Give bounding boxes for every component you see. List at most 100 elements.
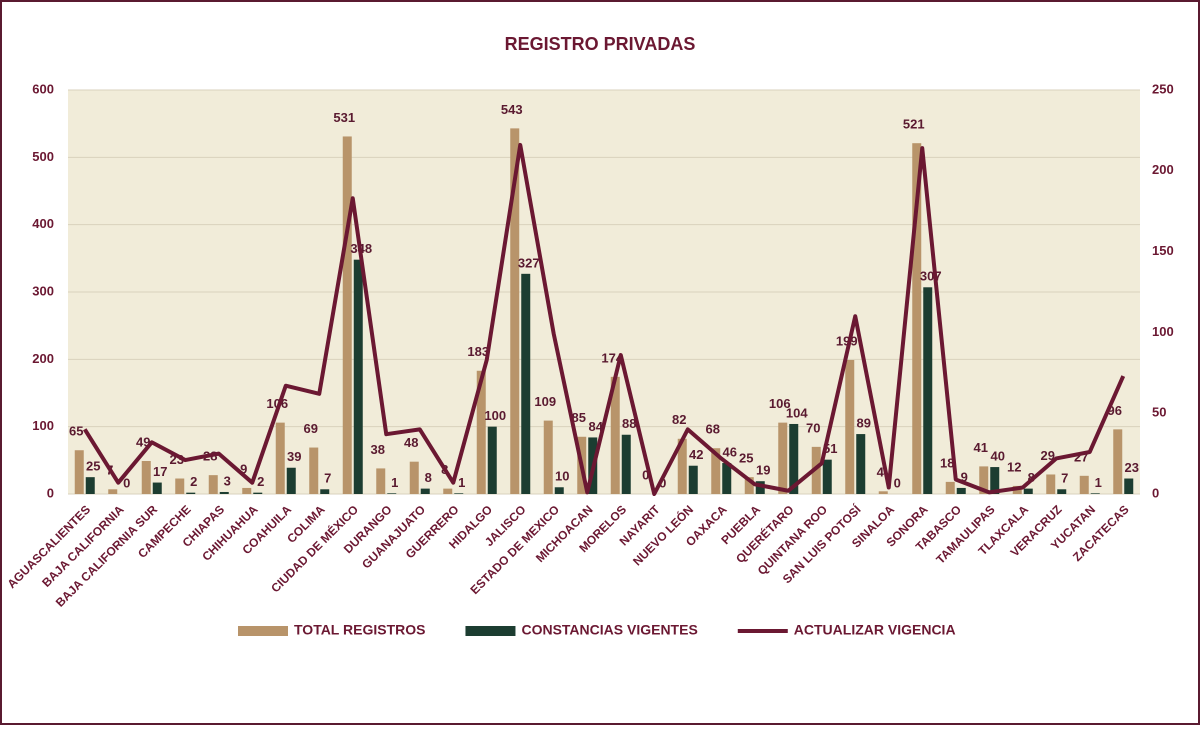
bar [856, 434, 866, 494]
bar [1023, 488, 1033, 494]
bar [1113, 429, 1123, 494]
bar [979, 466, 989, 494]
bar [454, 493, 464, 494]
bar [74, 450, 84, 494]
y2-tick-label: 250 [1152, 81, 1174, 96]
data-label: 42 [689, 447, 703, 462]
bar [945, 481, 955, 494]
y2-tick-label: 150 [1152, 243, 1174, 258]
data-label: 0 [659, 475, 666, 490]
data-label: 1 [391, 475, 398, 490]
data-label: 10 [555, 469, 569, 484]
data-label: 1 [458, 475, 465, 490]
data-label: 65 [69, 424, 83, 439]
data-label: 7 [324, 471, 331, 486]
bar [108, 489, 118, 494]
bar [186, 492, 196, 494]
data-label: 521 [903, 117, 925, 132]
bar [443, 488, 453, 494]
bar [688, 465, 698, 494]
bar [722, 463, 732, 494]
data-label: 2 [257, 474, 264, 489]
data-label: 84 [589, 419, 604, 434]
y2-tick-label: 200 [1152, 162, 1174, 177]
bar [253, 492, 263, 494]
chart-title: REGISTRO PRIVADAS [505, 34, 696, 54]
bar [543, 420, 553, 494]
y-tick-label: 300 [32, 283, 54, 298]
y2-tick-label: 0 [1152, 485, 1159, 500]
y2-tick-label: 100 [1152, 324, 1174, 339]
data-label: 0 [894, 475, 901, 490]
bar [822, 459, 832, 494]
data-label: 307 [920, 269, 942, 284]
bar [755, 481, 765, 494]
bar [476, 370, 486, 494]
bar [521, 273, 531, 494]
bar [811, 446, 821, 494]
bar [1090, 493, 1100, 494]
bar [789, 423, 799, 494]
bar [845, 360, 855, 494]
data-label: 48 [404, 435, 418, 450]
data-label: 4 [877, 465, 885, 480]
data-label: 0 [123, 475, 130, 490]
legend-label: ACTUALIZAR VIGENCIA [794, 622, 956, 638]
bar [353, 259, 363, 494]
data-label: 543 [501, 102, 523, 117]
legend-swatch [465, 626, 516, 636]
bar [677, 438, 687, 494]
bar [152, 482, 162, 494]
data-label: 531 [333, 110, 355, 125]
data-label: 89 [857, 416, 871, 431]
data-label: 3 [224, 473, 231, 488]
bar [778, 422, 788, 494]
bar [923, 287, 933, 494]
bar [208, 475, 218, 494]
data-label: 69 [304, 421, 318, 436]
data-label: 7 [1061, 471, 1068, 486]
data-label: 2 [190, 474, 197, 489]
data-label: 19 [756, 463, 770, 478]
bar [554, 487, 564, 494]
data-label: 40 [991, 449, 1005, 464]
bar [1057, 489, 1067, 494]
bar [878, 491, 888, 494]
bar [912, 143, 922, 494]
data-label: 46 [723, 444, 737, 459]
legend-swatch [238, 626, 288, 636]
bar [175, 478, 185, 494]
data-label: 109 [534, 394, 556, 409]
bar [510, 128, 520, 494]
bar [387, 493, 397, 494]
bar [219, 491, 229, 494]
data-label: 68 [706, 422, 720, 437]
bar [1046, 474, 1056, 494]
bar [85, 477, 95, 494]
bar [420, 488, 430, 494]
y-tick-label: 200 [32, 351, 54, 366]
line [83, 142, 1126, 496]
bar [1124, 478, 1134, 494]
bar [956, 487, 966, 494]
data-label: 25 [739, 451, 753, 466]
data-label: 17 [153, 464, 167, 479]
data-label: 41 [974, 440, 988, 455]
data-label: 88 [622, 416, 636, 431]
bar [141, 461, 151, 494]
data-label: 8 [425, 470, 432, 485]
data-label: 104 [786, 405, 808, 420]
bar [990, 467, 1000, 494]
data-label: 23 [1125, 460, 1139, 475]
data-label: 70 [806, 420, 820, 435]
y-tick-label: 500 [32, 149, 54, 164]
data-label: 327 [518, 255, 540, 270]
bar [610, 376, 620, 494]
data-label: 25 [86, 459, 100, 474]
data-label: 39 [287, 449, 301, 464]
bar [487, 426, 497, 494]
bar [275, 422, 285, 494]
bar [621, 434, 631, 494]
bar [376, 468, 386, 494]
